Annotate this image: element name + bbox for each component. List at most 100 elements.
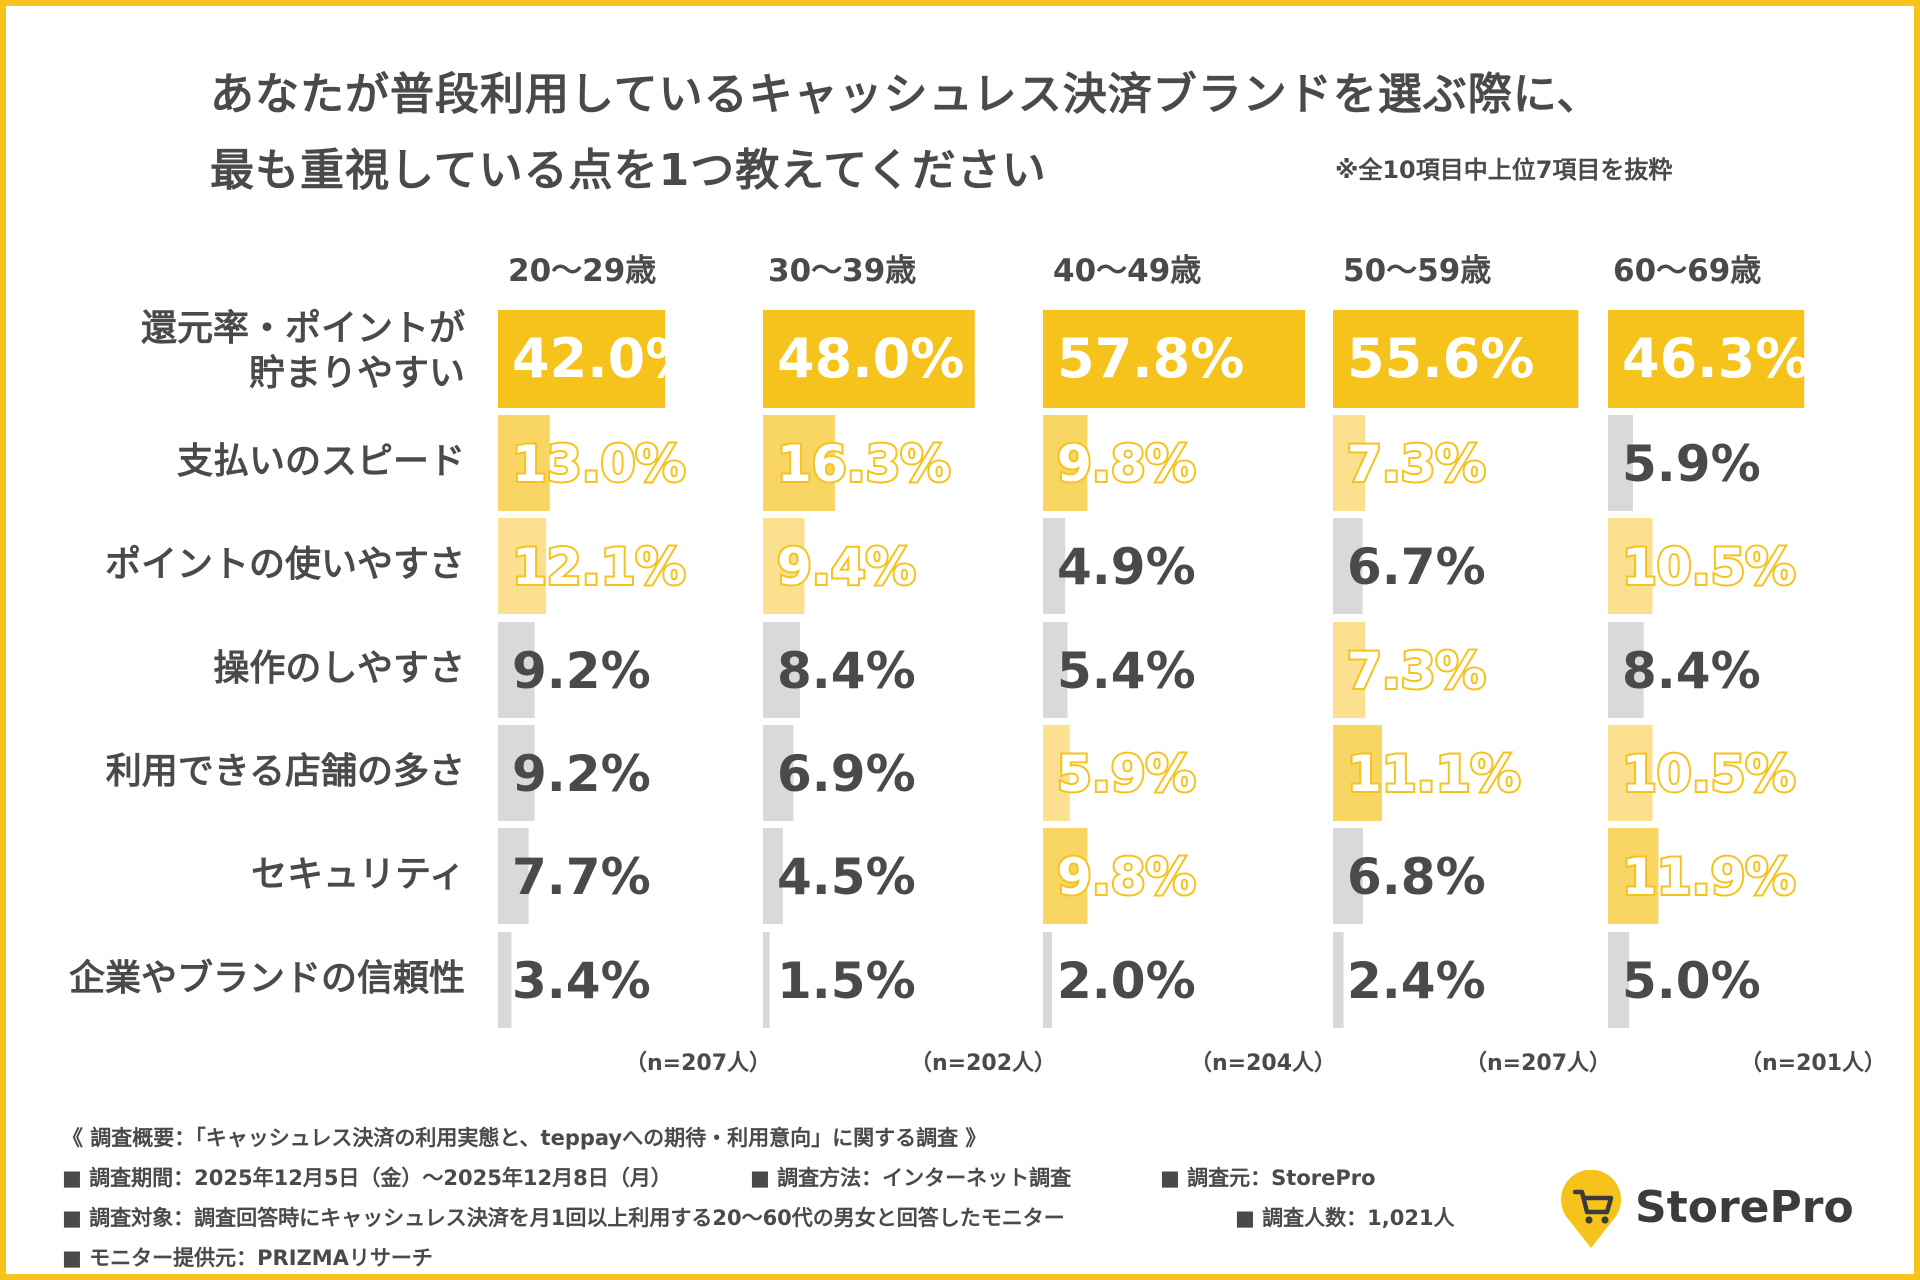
category-label: ポイントの使いやすさ [105, 542, 465, 587]
value-label: 55.6% [1347, 327, 1534, 390]
bar [1043, 932, 1053, 1028]
bar [1043, 310, 1305, 408]
bar [498, 725, 535, 821]
bar [1333, 415, 1366, 511]
value-label: 48.0% [777, 327, 964, 390]
value-label: 10.5% [1622, 538, 1795, 596]
bar [1043, 622, 1068, 718]
category-label: 利用できる店舗の多さ [106, 749, 465, 794]
value-label: 11.1% [1347, 745, 1520, 803]
age-group-header: 20〜29歳 [508, 253, 657, 289]
bar [498, 310, 666, 408]
bar [1043, 415, 1088, 511]
bar [763, 310, 975, 408]
survey-count: ■ 調査人数：1,021人 [1235, 1206, 1455, 1230]
bar [1333, 725, 1382, 821]
value-label: 7.7% [512, 848, 651, 906]
category-label-line: セキュリティ [251, 853, 465, 895]
bar [763, 725, 794, 821]
value-label: 3.4% [512, 952, 651, 1010]
bar [1043, 518, 1066, 614]
value-label: 1.5% [777, 952, 916, 1010]
survey-overview: 《 調査概要：「キャッシュレス決済の利用実態と、teppayへの期待・利用意向」… [62, 1126, 987, 1150]
shopping-cart-pin-icon [1561, 1169, 1621, 1248]
bar [763, 415, 835, 511]
bar [1333, 828, 1363, 924]
bar [1608, 518, 1653, 614]
value-label: 5.9% [1622, 435, 1761, 493]
value-label: 5.4% [1057, 642, 1196, 700]
excerpt-note: ※全10項目中上位7項目を抜粋 [1335, 156, 1673, 184]
value-label: 12.1% [512, 538, 685, 596]
value-label: 13.0% [512, 435, 685, 493]
bar [1043, 828, 1088, 924]
bar [763, 932, 770, 1028]
category-label: 企業やブランドの信頼性 [69, 956, 465, 1001]
value-label: 10.5% [1622, 745, 1795, 803]
age-group-header: 50〜59歳 [1343, 253, 1492, 289]
value-label: 46.3% [1622, 327, 1809, 390]
value-label: 6.7% [1347, 538, 1486, 596]
value-label: 8.4% [1622, 642, 1761, 700]
value-label: 6.9% [777, 745, 916, 803]
bar [1333, 932, 1344, 1028]
category-label: 操作のしやすさ [213, 646, 465, 691]
bar [1043, 725, 1070, 821]
category-label-line: 貯まりやすい [248, 353, 465, 394]
value-label: 9.2% [512, 745, 651, 803]
value-label: 16.3% [777, 435, 950, 493]
survey-source: ■ 調査元：StorePro [1160, 1166, 1376, 1190]
age-group-header: 60〜69歳 [1613, 253, 1762, 289]
bar [1333, 518, 1363, 614]
value-label: 2.4% [1347, 952, 1486, 1010]
bar [763, 828, 783, 924]
survey-method: ■ 調査方法：インターネット調査 [750, 1166, 1072, 1190]
bar [1333, 622, 1366, 718]
sample-size-label: （n=207人） [1465, 1051, 1612, 1076]
bar [498, 518, 547, 614]
value-label: 5.9% [1057, 745, 1196, 803]
bar [763, 622, 801, 718]
chart-title-line-1: あなたが普段利用しているキャッシュレス決済ブランドを選ぶ際に、 [210, 69, 1602, 120]
bar [1608, 622, 1644, 718]
value-label: 7.3% [1347, 642, 1486, 700]
age-group-header: 40〜49歳 [1053, 253, 1202, 289]
value-label: 9.8% [1057, 848, 1196, 906]
category-label-line: 支払いのスピード [176, 440, 465, 482]
bar [498, 828, 529, 924]
bar [1608, 932, 1630, 1028]
sample-size-label: （n=202人） [910, 1051, 1057, 1076]
value-label: 2.0% [1057, 952, 1196, 1010]
category-label-line: 利用できる店舗の多さ [105, 750, 465, 792]
category-label: 支払いのスピード [177, 439, 465, 484]
survey-target: ■ 調査対象：調査回答時にキャッシュレス決済を月1回以上利用する20〜60代の男… [62, 1206, 1065, 1230]
bar [1608, 725, 1653, 821]
value-label: 9.4% [777, 538, 916, 596]
bar [1333, 310, 1579, 408]
value-label: 8.4% [777, 642, 916, 700]
sample-size-label: （n=207人） [625, 1051, 772, 1076]
logo-text: StorePro [1635, 1182, 1854, 1233]
value-label: 11.9% [1622, 848, 1795, 906]
chart-title-line-2: 最も重視している点を1つ教えてください [210, 145, 1047, 196]
value-label: 5.0% [1622, 952, 1761, 1010]
value-label: 57.8% [1057, 327, 1244, 390]
value-label: 4.9% [1057, 538, 1196, 596]
storepro-logo: StorePro [1555, 1169, 1885, 1250]
value-label: 42.0% [512, 327, 699, 390]
sample-size-label: （n=204人） [1190, 1051, 1337, 1076]
value-label: 9.8% [1057, 435, 1196, 493]
bar [498, 415, 550, 511]
value-label: 6.8% [1347, 848, 1486, 906]
survey-period: ■ 調査期間：2025年12月5日（金）〜2025年12月8日（月） [62, 1166, 672, 1190]
age-group-header: 30〜39歳 [768, 253, 917, 289]
bar [498, 932, 512, 1028]
category-label: セキュリティ [251, 852, 465, 897]
bar [1608, 310, 1805, 408]
value-label: 9.2% [512, 642, 651, 700]
bar [763, 518, 805, 614]
sample-size-label: （n=201人） [1740, 1051, 1887, 1076]
category-label-line: ポイントの使いやすさ [104, 543, 465, 585]
bar [1608, 828, 1659, 924]
